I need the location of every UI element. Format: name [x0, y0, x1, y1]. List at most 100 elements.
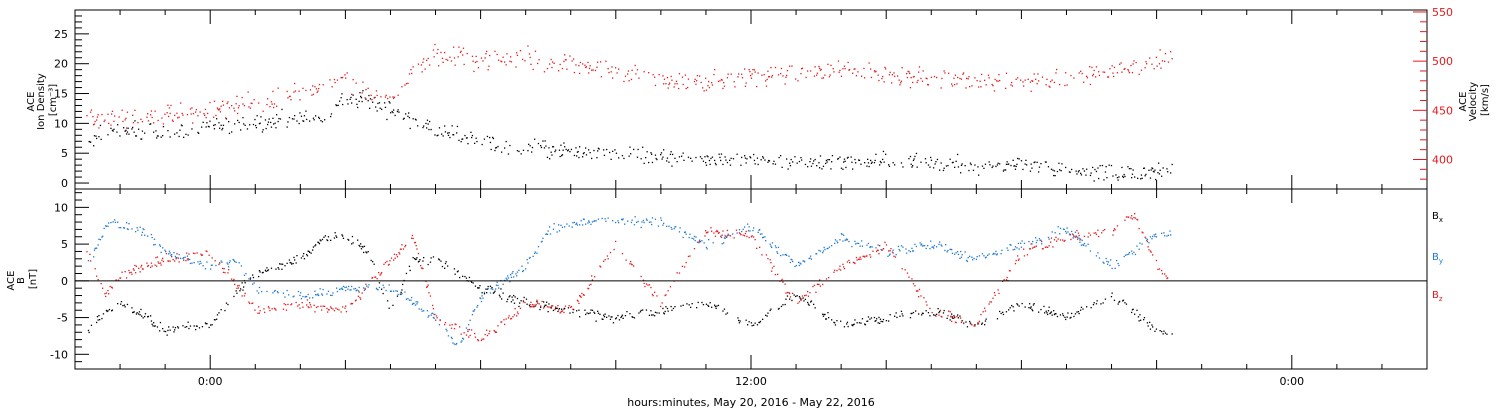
data-point: [350, 303, 352, 305]
data-point: [360, 248, 363, 250]
data-point: [1046, 312, 1048, 314]
data-point: [217, 108, 219, 110]
data-point: [237, 287, 240, 289]
data-point: [698, 242, 700, 244]
data-point: [606, 148, 608, 151]
data-point: [474, 285, 477, 287]
data-point: [98, 238, 100, 240]
data-point: [396, 290, 399, 292]
data-point: [189, 258, 191, 261]
data-point: [1034, 161, 1036, 163]
data-point: [762, 318, 764, 320]
data-point: [508, 315, 510, 317]
data-point: [389, 96, 391, 98]
data-point: [1033, 246, 1035, 248]
legend-entry-bz: Bz: [1432, 290, 1443, 303]
data-point: [521, 265, 523, 267]
data-point: [585, 147, 587, 149]
data-point: [818, 162, 820, 164]
data-point: [358, 244, 360, 247]
data-point: [1045, 84, 1047, 86]
data-point: [1041, 240, 1043, 243]
data-point: [585, 313, 587, 316]
data-point: [984, 310, 987, 312]
data-point: [255, 127, 258, 129]
data-point: [1124, 175, 1126, 178]
data-point: [1123, 173, 1125, 176]
data-point: [232, 259, 234, 261]
data-point: [99, 319, 101, 321]
data-point: [728, 234, 730, 236]
data-point: [720, 159, 722, 162]
data-point: [312, 297, 314, 299]
data-point: [310, 252, 312, 254]
data-point: [1040, 163, 1042, 165]
data-point: [334, 232, 336, 234]
data-point: [242, 117, 244, 119]
data-point: [1030, 243, 1032, 245]
data-point: [350, 96, 352, 99]
data-point: [645, 283, 648, 285]
data-point: [249, 278, 252, 280]
data-point: [631, 69, 633, 71]
data-point: [750, 77, 753, 79]
data-point: [275, 268, 277, 270]
data-point: [606, 316, 608, 318]
data-point: [205, 250, 207, 252]
data-point: [1089, 83, 1092, 86]
data-point: [97, 114, 99, 116]
data-point: [285, 309, 288, 311]
data-point: [258, 123, 261, 125]
data-point: [672, 307, 675, 310]
data-point: [273, 123, 275, 125]
data-point: [951, 313, 953, 315]
data-point: [202, 121, 204, 123]
data-point: [278, 117, 280, 120]
data-point: [408, 117, 411, 119]
data-point: [488, 333, 490, 335]
data-point: [333, 310, 336, 312]
data-point: [911, 312, 913, 315]
data-point: [440, 51, 442, 54]
data-point: [687, 156, 690, 158]
data-point: [538, 59, 540, 61]
data-point: [998, 74, 1000, 76]
data-point: [643, 71, 645, 73]
data-point: [915, 290, 918, 292]
data-point: [1135, 61, 1137, 64]
data-point: [854, 240, 856, 243]
data-point: [328, 309, 330, 311]
data-point: [898, 79, 900, 81]
data-point: [491, 287, 493, 289]
data-point: [569, 151, 571, 153]
data-point: [880, 162, 882, 164]
data-point: [441, 265, 444, 268]
data-point: [663, 149, 665, 151]
data-point: [1152, 326, 1154, 328]
data-point: [879, 322, 881, 324]
data-point: [456, 271, 459, 273]
data-point: [695, 236, 697, 238]
data-point: [1037, 73, 1039, 75]
data-point: [969, 322, 972, 324]
data-point: [204, 322, 207, 324]
data-point: [250, 102, 252, 104]
data-point: [391, 110, 393, 113]
data-point: [931, 312, 933, 314]
x-axis-label: hours:minutes, May 20, 2016 - May 22, 20…: [627, 396, 875, 409]
data-point: [747, 223, 749, 225]
data-point: [770, 245, 772, 247]
data-point: [764, 236, 766, 238]
data-point: [355, 299, 357, 301]
data-point: [738, 232, 741, 234]
data-point: [202, 265, 204, 267]
data-point: [988, 253, 990, 255]
data-point: [393, 96, 396, 98]
data-point: [598, 148, 600, 150]
data-point: [722, 87, 724, 90]
data-point: [842, 68, 844, 70]
data-point: [550, 306, 552, 309]
data-point: [620, 316, 622, 319]
data-point: [703, 90, 705, 92]
data-point: [983, 167, 985, 169]
